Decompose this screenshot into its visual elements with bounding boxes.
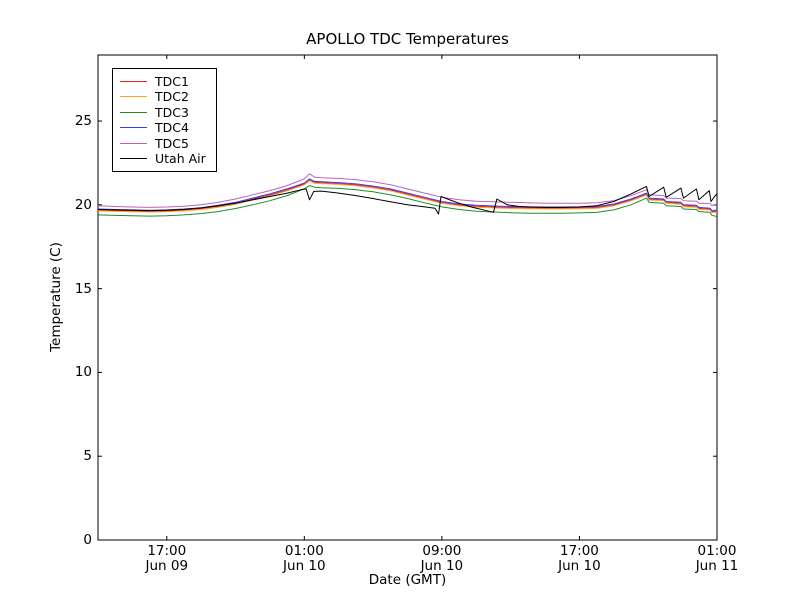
legend-label: TDC3 <box>155 104 189 120</box>
legend-line-swatch <box>120 158 147 160</box>
x-tick-label: 17:00 Jun 09 <box>145 543 189 574</box>
y-tick-label: 25 <box>74 113 92 130</box>
series-line-utah-air <box>97 185 718 215</box>
y-tick-label: 0 <box>83 532 92 548</box>
plot-frame <box>97 54 718 541</box>
legend-label: TDC2 <box>155 89 189 105</box>
x-tick-label: 17:00 Jun 10 <box>558 543 601 574</box>
y-tick-label: 20 <box>74 196 92 213</box>
chart-title: APOLLO TDC Temperatures <box>306 30 509 48</box>
legend-line-swatch <box>120 142 147 144</box>
legend-entry-tdc5: TDC5 <box>120 136 206 151</box>
legend: TDC1 TDC2 TDC3 TDC4 TDC5 Utah Air <box>112 68 217 172</box>
legend-line-swatch <box>120 111 147 113</box>
legend-label: TDC1 <box>155 73 189 89</box>
series-line-tdc4 <box>97 178 718 212</box>
x-tick-label: 01:00 Jun 11 <box>695 543 739 574</box>
series-line-tdc3 <box>97 185 718 218</box>
legend-line-swatch <box>120 127 147 129</box>
legend-label: TDC4 <box>155 120 189 136</box>
y-tick-label: 10 <box>74 364 92 381</box>
series-line-tdc2 <box>97 180 718 213</box>
y-axis-label: Temperature (C) <box>48 242 64 352</box>
legend-label: Utah Air <box>155 151 206 167</box>
legend-entry-utah-air: Utah Air <box>120 151 206 167</box>
y-tick-label: 5 <box>83 448 92 465</box>
legend-entry-tdc4: TDC4 <box>120 120 206 136</box>
y-tick-label: 15 <box>74 280 92 297</box>
x-tick-label: 09:00 Jun 10 <box>420 543 464 574</box>
legend-entry-tdc2: TDC2 <box>120 89 206 105</box>
x-tick-label: 01:00 Jun 10 <box>283 543 326 574</box>
legend-line-swatch <box>120 96 147 98</box>
legend-line-swatch <box>120 80 147 82</box>
legend-entry-tdc3: TDC3 <box>120 105 206 120</box>
legend-label: TDC5 <box>155 135 189 151</box>
x-axis-label: Date (GMT) <box>368 572 447 588</box>
legend-entry-tdc1: TDC1 <box>120 74 206 89</box>
